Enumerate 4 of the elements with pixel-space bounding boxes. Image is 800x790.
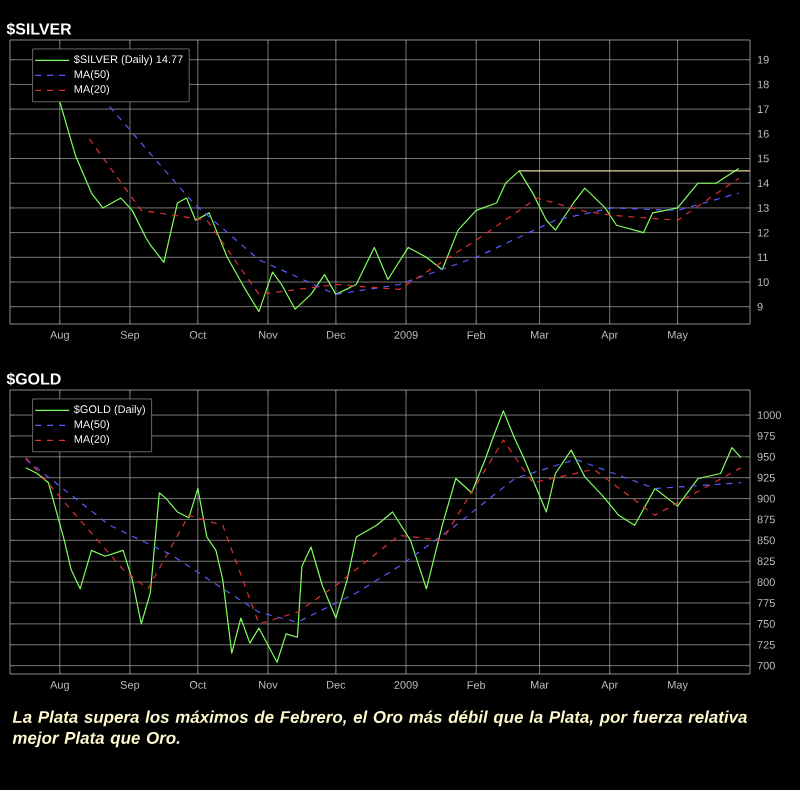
line-series	[59, 101, 740, 313]
line-series	[88, 138, 740, 295]
line-series	[108, 106, 740, 295]
text: La Plata supera los máximos de Febrero, el Oro más débil que la Plata, por fuerza relativa mejor Plata que Oro.	[12, 710, 747, 748]
